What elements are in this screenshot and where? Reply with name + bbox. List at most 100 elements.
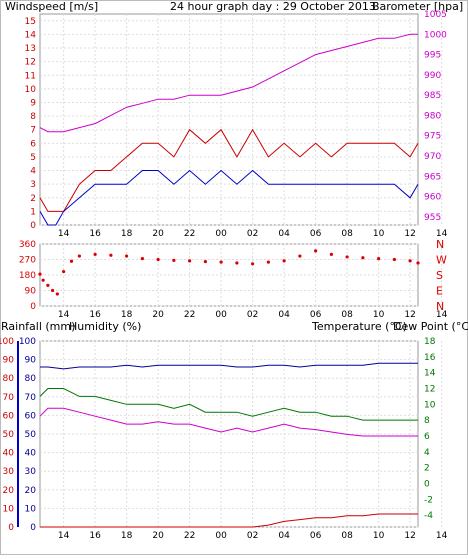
direction-point [298, 254, 302, 258]
windspeed-axis-label: Windspeed [m/s] [5, 0, 98, 13]
rainfall-line [40, 513, 418, 528]
humidity-tick-label: 90 [25, 356, 37, 366]
direction-tick-label: 180 [19, 271, 36, 281]
rainfall-tick-label: 80 [3, 374, 15, 384]
barometer-tick-label: 995 [424, 51, 441, 61]
rainfall-tick-label: 30 [3, 467, 15, 477]
rainfall-tick-label: 40 [3, 449, 15, 459]
climate-panel-xtick-label: 00 [215, 531, 227, 541]
direction-panel-xtick-label: 10 [373, 310, 385, 320]
wind-panel-frame [39, 13, 419, 226]
rainfall-axis-label: Rainfall (mm) [1, 320, 75, 333]
windspeed-tick-label: 4 [30, 167, 36, 177]
temperature-line [39, 388, 418, 421]
temperature-tick-label: -2 [424, 495, 433, 505]
windspeed-tick-label: 3 [30, 180, 36, 190]
barometer-tick-label: 965 [424, 172, 441, 182]
barometer-tick-label: 970 [424, 152, 441, 162]
direction-point [172, 258, 176, 262]
direction-point [235, 261, 239, 265]
humidity-tick-label: 10 [25, 504, 37, 514]
humidity-tick-label: 40 [25, 449, 37, 459]
wind-panel-xtick-label: 18 [121, 229, 133, 239]
direction-panel-xtick-label: 20 [152, 310, 164, 320]
climate-panel-xtick-label: 20 [152, 531, 164, 541]
windspeed-tick-label: 11 [25, 71, 36, 81]
climate-panel-xtick-label: 16 [89, 531, 101, 541]
direction-point [55, 292, 59, 296]
direction-point [329, 252, 333, 256]
temperature-tick-label: 14 [424, 369, 436, 379]
humidity-tick-label: 70 [25, 393, 37, 403]
direction-point [69, 259, 74, 263]
direction-point [77, 254, 81, 258]
windspeed-tick-label: 8 [30, 112, 36, 122]
humidity-tick-label: 80 [25, 374, 37, 384]
barometer-tick-label: 1000 [424, 30, 447, 40]
direction-point [109, 253, 113, 257]
rainfall-tick-label: 50 [3, 430, 15, 440]
direction-point [314, 249, 318, 253]
temperature-tick-label: 6 [424, 432, 430, 442]
barometer-tick-label: 990 [424, 71, 441, 81]
direction-tick-label: 90 [25, 287, 37, 297]
windspeed-tick-label: 15 [25, 17, 36, 27]
direction-panel-xtick-label: 14 [58, 310, 70, 320]
rainfall-tick-label: 0 [8, 523, 14, 533]
direction-tick-label: 270 [19, 256, 36, 266]
barometer-tick-label: 955 [424, 213, 441, 223]
direction-point [392, 257, 396, 262]
windspeed-tick-label: 0 [30, 221, 36, 231]
direction-panel-xtick-label: 00 [215, 310, 227, 320]
temperature-axis-label: Temperature (°C) [311, 320, 407, 333]
direction-panel-xtick-label: 08 [341, 310, 353, 320]
barometer-axis-label: Barometer [hpa] [372, 0, 463, 13]
compass-label: N [436, 238, 444, 251]
chart-title: 24 hour graph day : 29 October 2013 [170, 0, 376, 13]
windspeed-tick-label: 7 [30, 126, 36, 136]
humidity-tick-label: 0 [30, 523, 36, 533]
compass-label: E [436, 285, 443, 298]
wind-panel-xtick-label: 14 [436, 229, 448, 239]
direction-point [140, 257, 144, 261]
wind-panel-xtick-label: 08 [341, 229, 353, 239]
direction-panel-xtick-label: 04 [278, 310, 290, 320]
wind-gust-line [39, 128, 419, 212]
temperature-tick-label: 2 [424, 464, 430, 474]
direction-tick-label: 360 [19, 240, 36, 250]
barometer-tick-label: 985 [424, 91, 441, 101]
direction-point [266, 260, 270, 264]
climate-panel-xtick-label: 22 [184, 531, 195, 541]
wind-average-line [39, 169, 419, 226]
rainfall-tick-label: 60 [3, 411, 15, 421]
direction-point [251, 262, 255, 266]
direction-point [38, 272, 42, 276]
direction-point [203, 259, 207, 264]
direction-point [345, 255, 349, 259]
climate-panel-xtick-label: 14 [58, 531, 70, 541]
climate-panel-xtick-label: 18 [121, 531, 133, 541]
windspeed-tick-label: 13 [25, 44, 36, 54]
direction-point [41, 278, 45, 282]
direction-panel-xtick-label: 16 [89, 310, 101, 320]
wind-panel-xtick-label: 10 [373, 229, 385, 239]
climate-panel-xtick-label: 10 [373, 531, 385, 541]
barometer-tick-label: 975 [424, 132, 441, 142]
temperature-tick-label: 8 [424, 416, 430, 426]
direction-panel-xtick-label: 18 [121, 310, 133, 320]
rainfall-tick-label: 20 [3, 486, 15, 496]
direction-point [416, 261, 420, 265]
windspeed-tick-label: 9 [30, 98, 36, 108]
barometer-line [39, 33, 418, 133]
direction-panel-xtick-label: 12 [404, 310, 415, 320]
climate-panel-xtick-label: 12 [404, 531, 415, 541]
climate-panel-xtick-label: 14 [436, 531, 448, 541]
humidity-tick-label: 50 [25, 430, 37, 440]
temperature-tick-label: 12 [424, 384, 435, 394]
wind-panel-xtick-label: 20 [152, 229, 164, 239]
climate-panel-xtick-label: 02 [247, 531, 258, 541]
barometer-tick-label: 980 [424, 111, 441, 121]
wind-panel-xtick-label: 14 [58, 229, 70, 239]
humidity-line [40, 362, 418, 370]
